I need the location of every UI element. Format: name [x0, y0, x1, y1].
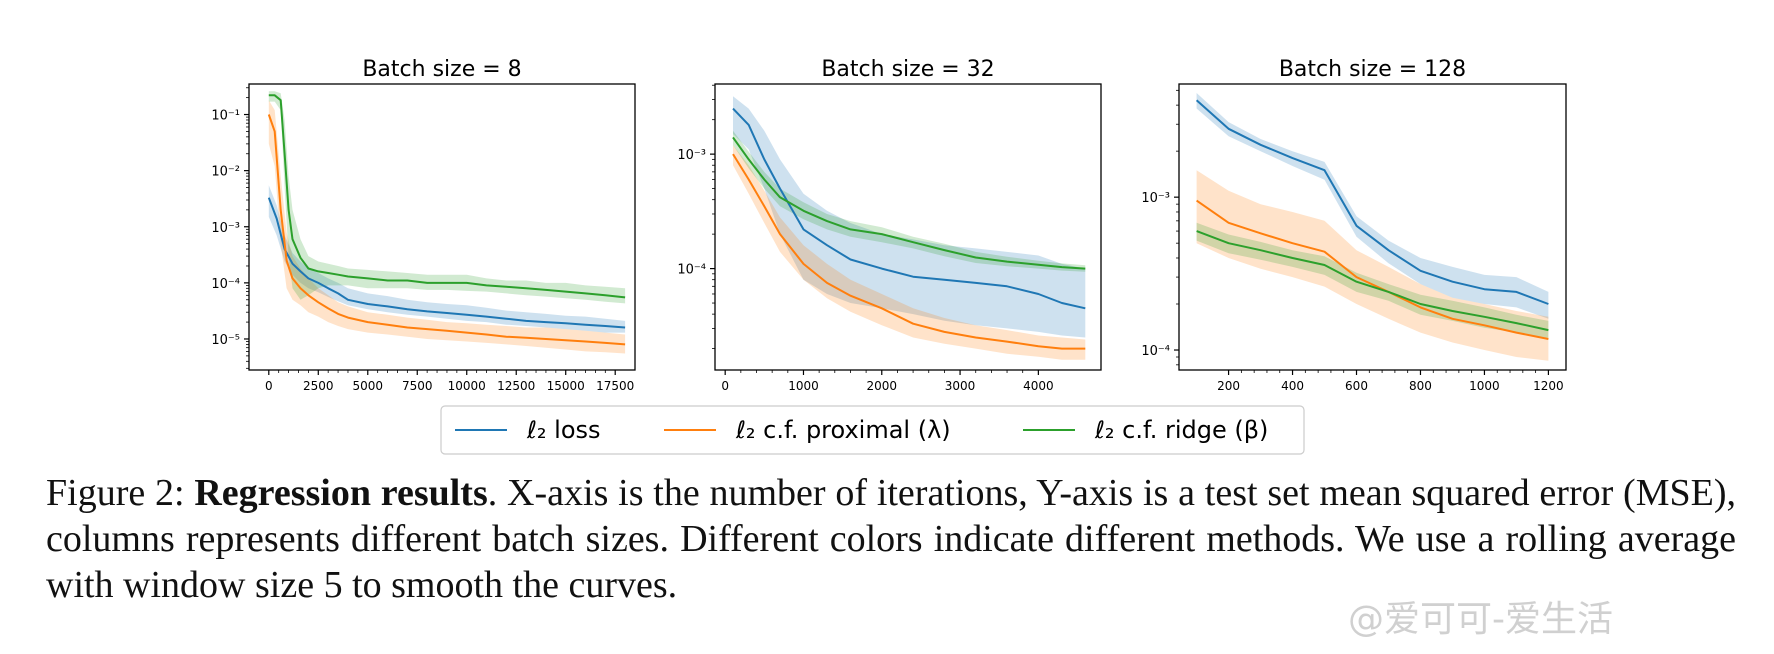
confidence-band-green	[1196, 222, 1549, 338]
figure-caption: Figure 2: Regression results. X-axis is …	[46, 470, 1736, 608]
caption-prefix: Figure 2:	[46, 472, 195, 514]
x-tick-label: 1000	[788, 379, 819, 393]
x-tick-label: 0	[721, 379, 729, 393]
x-tick-label: 17500	[596, 379, 634, 393]
x-tick-label: 5000	[352, 379, 383, 393]
series-line-blue	[1195, 99, 1549, 305]
subplot-batch-128: Batch size = 128 200 400 600 800 1000 1200 10⁻³…	[1141, 57, 1567, 393]
x-tick-label: 600	[1345, 379, 1368, 393]
confidence-band-blue	[1196, 93, 1549, 319]
x-tick-label: 4000	[1023, 379, 1054, 393]
y-tick-label: 10⁻⁴	[1141, 344, 1170, 359]
chart-title: Batch size = 32	[821, 57, 994, 82]
x-tick-label: 10000	[448, 379, 486, 393]
caption-body: . X-axis is the number of iterations, Y-…	[46, 472, 1736, 606]
x-tick-label: 800	[1409, 379, 1432, 393]
confidence-band-blue	[733, 96, 1086, 338]
x-tick-label: 3000	[945, 379, 976, 393]
series-line-green	[1196, 230, 1549, 332]
subplot-batch-8: Batch size = 8 0 2500 5000 7500 10000 12500 150…	[211, 57, 636, 393]
chart-title: Batch size = 128	[1279, 57, 1466, 82]
y-tick-label: 10⁻⁵	[211, 333, 240, 348]
confidence-band-green	[733, 130, 1086, 272]
x-tick-label: 0	[265, 379, 273, 393]
x-tick-label: 400	[1281, 379, 1304, 393]
legend-label: ℓ₂ c.f. ridge (β)	[1094, 416, 1268, 444]
confidence-band-orange	[733, 145, 1086, 360]
series-line-orange	[267, 114, 626, 346]
series-line-orange	[1196, 199, 1549, 340]
x-tick-label: 12500	[497, 379, 535, 393]
subplot-batch-32: Batch size = 32 0 1000 2000 3000 4000 10⁻³ 10⁻⁴	[677, 57, 1102, 393]
x-tick-label: 2500	[303, 379, 334, 393]
confidence-band-blue	[268, 185, 626, 333]
legend-label: ℓ₂ loss	[526, 416, 601, 444]
series-line-blue	[267, 197, 626, 329]
x-tick-label: 2000	[866, 379, 897, 393]
axes-frame	[714, 83, 1102, 371]
y-tick-label: 10⁻⁴	[677, 263, 706, 278]
legend: ℓ₂ loss ℓ₂ c.f. proximal (λ) ℓ₂ c.f. ridge…	[440, 405, 1305, 455]
x-tick-label: 200	[1217, 379, 1240, 393]
legend-label: ℓ₂ c.f. proximal (λ)	[735, 416, 951, 444]
figure: Batch size = 80 2500 5000 7500 10000 12500 150…	[211, 57, 1567, 455]
series-line-orange	[732, 153, 1086, 350]
y-tick-label: 10⁻³	[677, 148, 706, 163]
plot-area	[267, 91, 626, 354]
series-line-blue	[732, 107, 1086, 310]
series-line-green	[268, 94, 626, 299]
legend-box	[440, 405, 1305, 455]
y-tick-label: 10⁻⁴	[211, 277, 240, 292]
caption-bold-title: Regression results	[194, 472, 488, 514]
chart-title: Batch size = 8	[362, 57, 521, 82]
x-tick-label: 1200	[1533, 379, 1564, 393]
watermark: @爱可可-爱生活	[1348, 599, 1613, 640]
series-line-green	[732, 136, 1086, 270]
plot-area	[732, 96, 1086, 360]
y-tick-label: 10⁻²	[211, 165, 240, 180]
y-tick-label: 10⁻³	[211, 221, 240, 236]
plot-area	[1195, 93, 1549, 361]
axes-frame	[1178, 83, 1567, 371]
confidence-band-green	[268, 91, 626, 304]
x-tick-label: 7500	[402, 379, 433, 393]
confidence-band-orange	[1196, 170, 1549, 361]
x-tick-label: 1000	[1469, 379, 1500, 393]
x-tick-label: 15000	[547, 379, 585, 393]
y-tick-label: 10⁻³	[1141, 191, 1170, 206]
y-tick-label: 10⁻¹	[211, 109, 240, 124]
